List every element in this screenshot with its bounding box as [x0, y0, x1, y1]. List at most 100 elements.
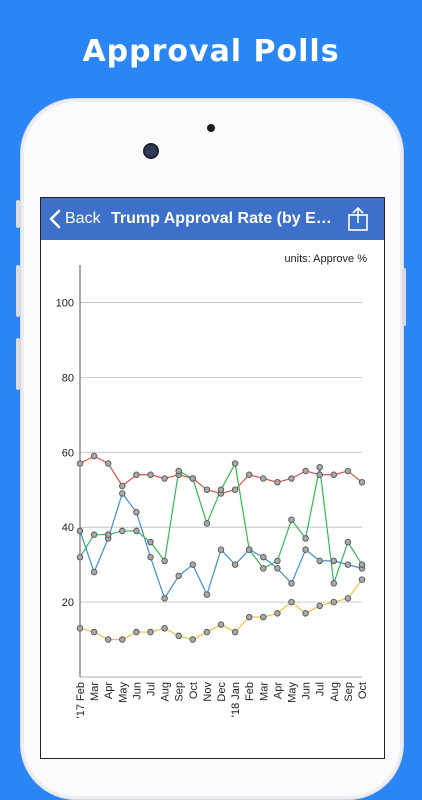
series-line-1 — [79, 492, 363, 600]
data-point — [274, 557, 281, 565]
x-tick-label: Apr — [272, 682, 284, 699]
data-point — [133, 508, 140, 516]
data-point — [90, 628, 98, 636]
app-screen: Back Trump Approval Rate (by Eth... unit… — [40, 197, 385, 759]
data-point — [302, 610, 309, 617]
data-point — [147, 553, 154, 561]
data-point — [330, 471, 338, 478]
data-point — [175, 467, 182, 475]
data-point — [274, 565, 281, 572]
data-point — [231, 460, 239, 467]
data-point — [330, 598, 338, 606]
data-point — [147, 628, 154, 636]
x-tick-label: Mar — [258, 682, 270, 701]
phone-volume-up — [16, 265, 20, 317]
x-tick-label: Oct — [188, 682, 200, 699]
y-tick-label: 40 — [62, 522, 74, 534]
data-point — [316, 471, 323, 478]
data-point — [203, 628, 211, 636]
data-point — [288, 475, 295, 482]
share-icon[interactable] — [345, 206, 371, 232]
data-point — [133, 628, 140, 636]
x-tick-label: May — [287, 682, 299, 703]
data-point — [344, 595, 352, 602]
data-point — [344, 538, 352, 546]
data-point — [344, 467, 352, 475]
data-point — [217, 486, 225, 493]
data-point — [288, 598, 295, 606]
data-point — [231, 486, 239, 493]
chevron-left-icon — [49, 209, 61, 229]
data-point — [302, 535, 309, 542]
x-tick-label: Sep — [343, 682, 355, 702]
x-tick-label: Nov — [202, 682, 214, 702]
data-point — [175, 572, 182, 580]
back-button[interactable]: Back — [49, 198, 101, 240]
data-point — [133, 471, 140, 478]
data-point — [260, 475, 267, 482]
data-point — [119, 482, 126, 490]
data-point — [161, 557, 168, 565]
data-point — [330, 557, 338, 565]
data-point — [316, 557, 323, 565]
x-tick-label: Feb — [244, 682, 256, 701]
data-point — [119, 490, 126, 497]
data-point — [302, 546, 309, 553]
x-tick-label: May — [117, 682, 129, 703]
data-point — [161, 475, 168, 482]
data-point — [189, 636, 197, 643]
x-tick-label: Jun — [301, 682, 313, 700]
units-label: units: Approve % — [284, 253, 367, 265]
x-tick-label: Aug — [160, 682, 172, 702]
data-point — [260, 565, 267, 572]
data-point — [161, 625, 168, 632]
data-point — [316, 464, 323, 471]
y-tick-label: 60 — [62, 447, 74, 459]
x-tick-label: Jul — [315, 682, 327, 696]
data-point — [217, 621, 225, 628]
data-point — [358, 576, 366, 583]
x-tick-label: Mar — [89, 682, 101, 701]
data-point — [189, 475, 197, 482]
data-point — [217, 546, 225, 553]
data-point — [231, 628, 239, 636]
data-point — [260, 613, 267, 621]
data-point — [76, 625, 84, 632]
navigation-bar: Back Trump Approval Rate (by Eth... — [41, 198, 384, 240]
data-point — [175, 632, 182, 640]
data-point — [288, 516, 295, 523]
data-point — [104, 636, 112, 643]
data-point — [161, 595, 168, 602]
data-point — [260, 553, 267, 561]
data-point — [133, 527, 140, 535]
data-point — [316, 602, 323, 610]
data-point — [147, 538, 154, 546]
back-label: Back — [65, 210, 101, 227]
data-point — [274, 610, 281, 617]
series-line-2 — [79, 461, 363, 584]
data-point — [288, 580, 295, 587]
series-line-3 — [79, 579, 363, 641]
data-point — [104, 531, 112, 538]
data-point — [119, 636, 126, 643]
x-tick-label: Dec — [216, 682, 228, 702]
data-point — [245, 546, 253, 553]
phone-power-button — [402, 268, 406, 326]
phone-mute-switch — [16, 200, 20, 228]
data-point — [358, 478, 366, 486]
promo-headline: Approval Polls — [82, 34, 340, 69]
data-point — [76, 553, 84, 561]
data-point — [231, 561, 239, 568]
data-point — [245, 613, 253, 621]
y-tick-label: 20 — [62, 597, 74, 609]
data-point — [119, 527, 126, 535]
x-tick-label: '18 Jan — [230, 682, 242, 717]
y-tick-label: 100 — [56, 297, 74, 309]
x-tick-label: Jun — [131, 682, 143, 700]
y-tick-label: 80 — [62, 372, 74, 384]
data-point — [344, 561, 352, 568]
data-point — [203, 591, 211, 598]
phone-camera — [143, 143, 159, 159]
x-tick-label: Oct — [357, 682, 369, 699]
